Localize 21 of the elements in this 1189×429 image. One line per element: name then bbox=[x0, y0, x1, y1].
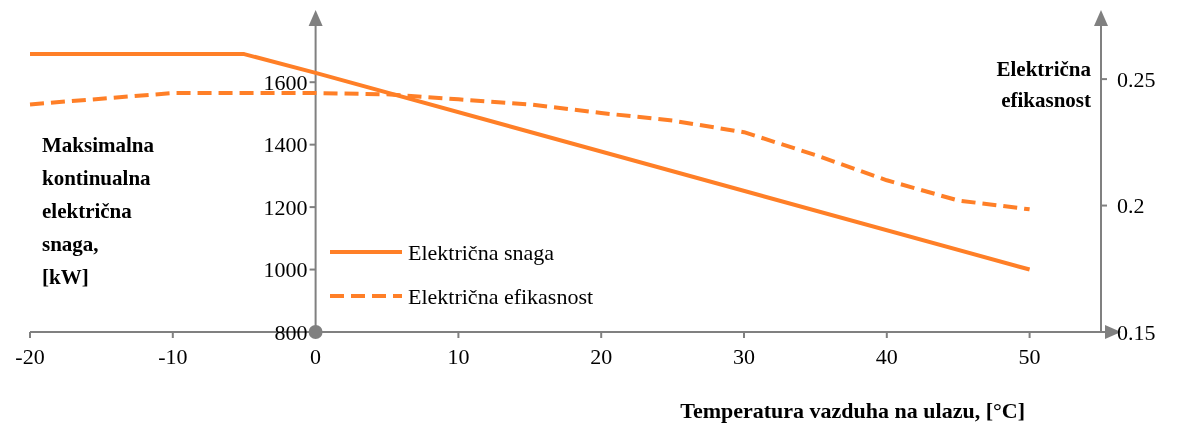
y-axis-title: Maksimalna kontinualna električna snaga, [kW] bbox=[42, 133, 155, 289]
y2-tick-label: 0.2 bbox=[1117, 193, 1145, 219]
x-tick-label: -20 bbox=[15, 344, 45, 369]
x-tick-label: 10 bbox=[447, 344, 470, 369]
y-tick-label: 1600 bbox=[263, 69, 308, 95]
y-tick-label: 1000 bbox=[263, 257, 308, 283]
y-tick-label: 1200 bbox=[263, 194, 308, 220]
y-tick-label: 800 bbox=[274, 319, 308, 345]
x-tick-label: 0 bbox=[310, 344, 322, 369]
x-tick-label: 20 bbox=[590, 344, 613, 369]
x-tick-label: 50 bbox=[1018, 344, 1041, 369]
x-tick-label: 30 bbox=[733, 344, 755, 369]
y2-tick-label: 0.15 bbox=[1117, 319, 1156, 345]
y-tick-label: 1400 bbox=[263, 132, 308, 158]
x-tick-label: 40 bbox=[875, 344, 898, 369]
y2-axis-title: Električna efikasnost bbox=[996, 57, 1092, 112]
x-axis-title: Temperatura vazduha na ulazu, [°C] bbox=[680, 398, 1025, 423]
legend-label: Električna snaga bbox=[408, 239, 555, 265]
y2-tick-label: 0.25 bbox=[1117, 66, 1156, 92]
x-tick-label: -10 bbox=[158, 344, 188, 369]
legend-label: Električna efikasnost bbox=[408, 283, 594, 309]
